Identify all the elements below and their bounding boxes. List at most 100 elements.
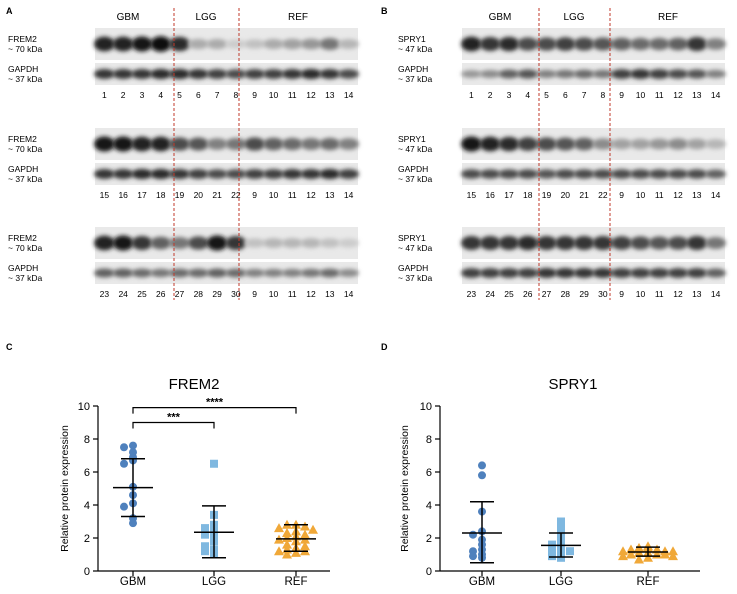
target-band: [517, 37, 539, 51]
lane-number: 21: [212, 190, 222, 200]
target-band: [94, 235, 115, 251]
target-band: [206, 138, 228, 150]
significance-bracket: ****: [132, 397, 297, 414]
control-band: [461, 70, 482, 78]
y-tick-label: 8: [426, 434, 432, 446]
target-band: [479, 136, 501, 152]
target-band: [517, 235, 539, 251]
control-band: [225, 268, 247, 278]
group-label-gbm: GBM: [117, 12, 140, 23]
lane-number: 13: [692, 90, 702, 100]
target-band: [169, 237, 190, 249]
control-band: [338, 69, 359, 79]
control-band: [225, 69, 247, 79]
target-band: [225, 138, 247, 150]
y-tick-label: 10: [420, 401, 432, 413]
target-band: [187, 38, 209, 50]
lane-number: 20: [194, 190, 204, 200]
lane-number: 11: [655, 289, 664, 299]
data-point: [557, 517, 565, 526]
lane-number: 26: [523, 289, 533, 299]
control-kda-label: ~ 37 kDa: [398, 174, 433, 184]
target-band: [281, 38, 303, 50]
target-band: [187, 236, 209, 250]
control-band: [498, 169, 520, 179]
target-band: [667, 236, 689, 250]
data-point: [282, 533, 292, 542]
target-band: [554, 236, 576, 250]
lane-number: 17: [137, 190, 147, 200]
data-point: [566, 547, 574, 556]
data-point: [129, 441, 137, 450]
control-band: [281, 69, 303, 79]
chart-title: FREM2: [169, 376, 220, 393]
control-band: [319, 168, 341, 180]
data-point: [557, 553, 565, 562]
lane-number: 1: [469, 90, 474, 100]
target-band: [648, 236, 670, 250]
data-point: [548, 552, 556, 561]
data-point: [626, 549, 636, 559]
target-band: [611, 138, 633, 150]
data-point: [120, 502, 128, 511]
lane-number: 14: [711, 90, 721, 100]
group-label-gbm: GBM: [489, 12, 512, 23]
lane-number: 21: [579, 190, 589, 200]
target-band: [300, 38, 322, 50]
control-kda-label: ~ 37 kDa: [8, 273, 43, 283]
lane-number: 2: [488, 90, 493, 100]
target-band: [592, 37, 614, 51]
x-tick-label-lgg: LGG: [549, 576, 573, 588]
control-band: [300, 68, 322, 80]
control-band: [225, 169, 247, 179]
target-band: [263, 137, 284, 151]
target-band: [300, 138, 322, 150]
target-band: [705, 237, 726, 249]
control-band: [319, 268, 341, 278]
data-point: [618, 546, 628, 556]
data-point: [300, 529, 310, 539]
lane-number: 7: [215, 90, 220, 100]
lane-number: 28: [561, 289, 571, 299]
data-point: [282, 549, 292, 559]
data-point: [300, 541, 310, 551]
target-band: [338, 39, 359, 49]
control-band: [187, 268, 209, 278]
data-point: [210, 459, 218, 468]
target-band: [648, 138, 670, 150]
data-point: [469, 552, 477, 561]
data-point: [643, 552, 653, 562]
lane-number: 12: [306, 190, 316, 200]
lane-number: 25: [504, 289, 514, 299]
target-band: [338, 238, 359, 248]
target-band: [300, 238, 322, 248]
error-bar-ref: [628, 546, 668, 557]
target-band: [667, 37, 689, 51]
control-band: [517, 268, 539, 278]
control-band: [94, 69, 115, 79]
target-band: [225, 236, 247, 250]
target-band: [573, 37, 595, 51]
data-point: [478, 461, 486, 470]
control-band: [554, 169, 576, 179]
control-band: [630, 169, 651, 179]
target-band: [667, 138, 689, 150]
series-gbm: [469, 461, 486, 562]
panel-letter-c: C: [6, 342, 13, 352]
target-band: [536, 137, 557, 151]
control-band: [611, 169, 633, 179]
data-point: [201, 542, 209, 551]
control-protein-label: GAPDH: [8, 164, 38, 174]
lane-number: 9: [252, 289, 257, 299]
control-band: [573, 268, 595, 278]
control-band: [611, 69, 633, 79]
blot-2: FREM2~ 70 kDa GAPDH~ 37 kDa 15 16 17 18 19 20 21…: [8, 128, 359, 200]
x-tick-label-lgg: LGG: [202, 576, 226, 588]
control-band: [281, 268, 303, 278]
control-band: [206, 268, 228, 278]
target-band: [498, 236, 520, 250]
lane-number: 25: [137, 289, 147, 299]
control-band: [150, 68, 172, 80]
